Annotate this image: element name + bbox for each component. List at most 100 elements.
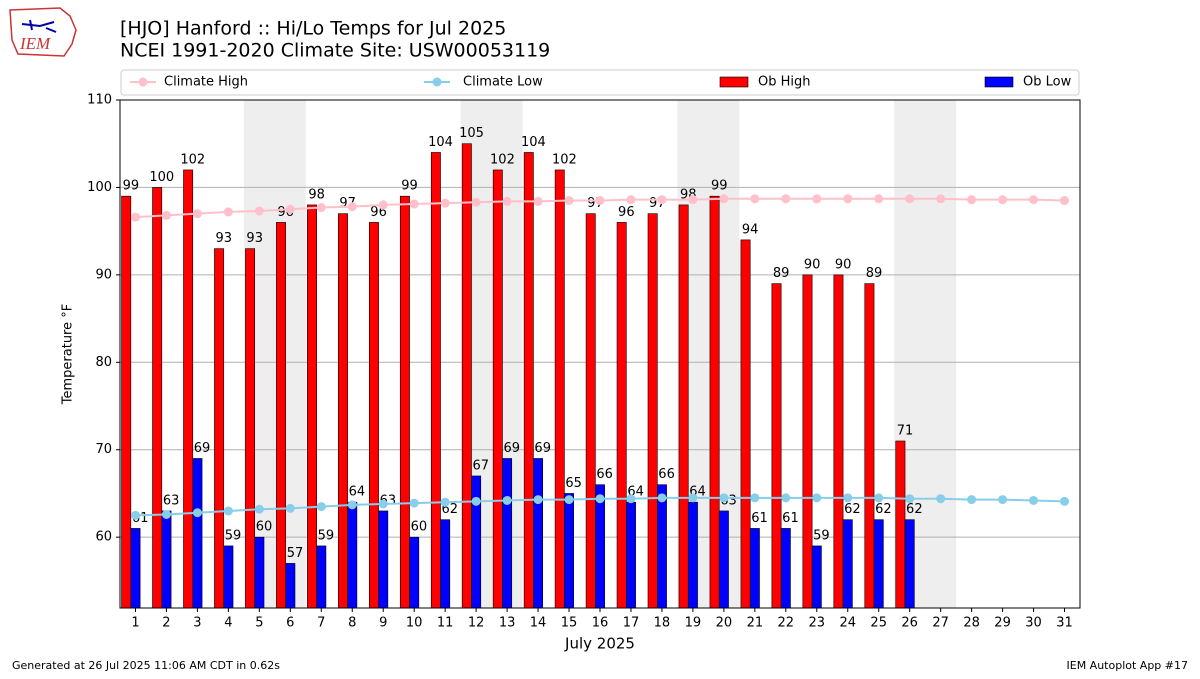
x-tick-label: 20 [716, 616, 733, 631]
x-tick-label: 6 [286, 616, 294, 631]
x-tick-label: 2 [162, 616, 170, 631]
bar [718, 510, 729, 609]
bar [409, 536, 420, 609]
bar [687, 501, 698, 609]
bar [523, 152, 534, 609]
bar [740, 239, 751, 609]
bar [771, 283, 782, 609]
line-marker [657, 195, 667, 205]
bar [161, 510, 172, 609]
line-marker [564, 196, 574, 206]
data-label: 65 [565, 476, 582, 491]
data-label: 69 [534, 441, 551, 456]
bar [471, 475, 482, 609]
data-label: 67 [473, 458, 490, 473]
bar [223, 545, 234, 609]
data-label: 102 [552, 152, 577, 167]
y-tick-label: 110 [87, 93, 112, 108]
line-marker [409, 199, 419, 209]
bar [780, 528, 791, 609]
line-marker [254, 504, 264, 514]
line-marker [719, 194, 729, 204]
line-marker [812, 194, 822, 204]
bar [399, 195, 410, 609]
line-marker [626, 494, 636, 504]
x-tick-label: 25 [870, 616, 887, 631]
bar [276, 222, 286, 609]
bar [214, 248, 225, 609]
x-tick-label: 30 [1025, 616, 1042, 631]
y-tick-label: 60 [95, 530, 112, 545]
x-tick-label: 23 [809, 616, 826, 631]
bar [130, 528, 141, 609]
y-tick-label: 70 [95, 442, 112, 457]
bar [192, 458, 203, 609]
bar [492, 169, 503, 609]
data-label: 90 [804, 257, 821, 272]
line-marker [781, 194, 791, 204]
x-tick-label: 7 [317, 616, 325, 631]
data-label: 93 [215, 231, 232, 246]
line-marker [595, 196, 605, 206]
line-marker [192, 508, 202, 518]
x-tick-label: 26 [901, 616, 918, 631]
line-marker [502, 196, 512, 206]
bar [811, 545, 822, 609]
bar [585, 213, 596, 609]
line-marker [843, 493, 853, 503]
data-label: 66 [596, 467, 613, 482]
bar [709, 195, 720, 609]
line-marker [657, 493, 667, 503]
bar [564, 493, 574, 609]
line-marker [812, 493, 822, 503]
bar [254, 536, 265, 609]
x-tick-label: 3 [193, 616, 201, 631]
x-axis-label: July 2025 [564, 635, 635, 653]
bar [595, 484, 605, 609]
line-marker [1060, 196, 1070, 206]
data-label: 89 [866, 266, 883, 281]
line-marker [533, 196, 543, 206]
data-label: 99 [401, 179, 418, 194]
data-label: 71 [897, 423, 914, 438]
line-marker [781, 493, 791, 503]
x-tick-label: 16 [592, 616, 609, 631]
bar [904, 519, 915, 609]
bar [461, 143, 472, 609]
line-marker [161, 210, 171, 220]
line-marker [874, 194, 884, 204]
x-tick-label: 12 [468, 616, 485, 631]
x-tick-label: 14 [530, 616, 547, 631]
line-marker [998, 195, 1008, 205]
x-tick-label: 8 [348, 616, 356, 631]
line-marker [905, 494, 915, 504]
line-marker [1029, 195, 1039, 205]
bar [873, 519, 884, 609]
data-label: 90 [835, 257, 852, 272]
bar [864, 283, 875, 609]
line-marker [130, 510, 140, 520]
legend: Climate High Climate Low Ob High Ob Low [120, 69, 1080, 96]
line-marker [967, 195, 977, 205]
x-tick-label: 21 [747, 616, 764, 631]
line-marker [502, 495, 512, 505]
line-marker [347, 202, 357, 212]
line-marker [254, 206, 264, 216]
line-marker [688, 493, 698, 503]
plot-frame [119, 99, 1081, 609]
data-label: 63 [163, 493, 180, 508]
bar [245, 248, 256, 609]
chart-subtitle: NCEI 1991-2020 Climate Site: USW00053119 [120, 40, 550, 62]
data-label: 102 [490, 152, 515, 167]
x-tick-label: 11 [437, 616, 454, 631]
y-tick-label: 90 [95, 267, 112, 282]
bar [533, 458, 544, 609]
data-label: 89 [773, 266, 790, 281]
bar [895, 440, 906, 609]
line-marker [285, 204, 295, 214]
data-label: 59 [318, 528, 335, 543]
data-label: 66 [658, 467, 675, 482]
line-marker [719, 493, 729, 503]
line-marker [378, 200, 388, 210]
y-axis-label: Temperature °F [61, 304, 76, 405]
